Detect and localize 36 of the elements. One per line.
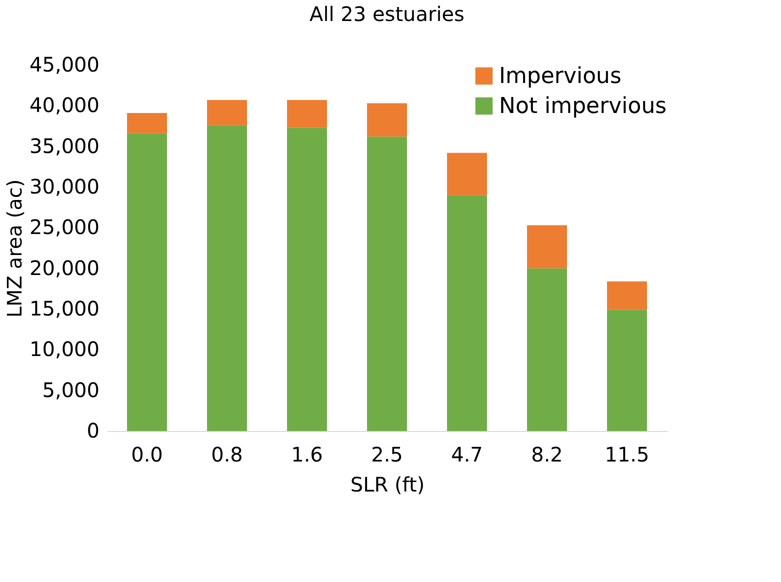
bar: [607, 281, 647, 310]
bar: [607, 310, 647, 431]
bar: [527, 225, 567, 268]
y-tick-label: 15,000: [30, 296, 100, 320]
y-tick-label: 5,000: [42, 378, 100, 402]
y-tick-label: 0: [86, 418, 100, 442]
y-axis-title: LMZ area (ac): [2, 179, 27, 318]
chart-title: All 23 estuaries: [310, 2, 464, 26]
legend-label: Not impervious: [499, 94, 667, 119]
x-tick-label: 2.5: [371, 442, 403, 466]
x-tick-label: 0.8: [211, 442, 243, 466]
x-tick-label: 1.6: [291, 442, 323, 466]
bar: [127, 133, 167, 431]
bar: [367, 136, 407, 431]
bar: [207, 125, 247, 431]
y-tick-label: 35,000: [30, 134, 100, 158]
y-tick-label: 45,000: [30, 52, 100, 76]
bar: [447, 152, 487, 196]
y-tick-label: 10,000: [30, 337, 100, 362]
x-tick-label: 8.2: [531, 442, 563, 466]
y-tick-label: 40,000: [30, 93, 100, 118]
bar: [127, 112, 167, 134]
bar: [207, 100, 247, 126]
y-tick-label: 25,000: [30, 215, 100, 240]
x-tick-label: 11.5: [604, 442, 650, 466]
y-tick-label: 20,000: [30, 256, 100, 280]
legend-label: Impervious: [499, 64, 622, 89]
y-tick-label: 30,000: [30, 174, 100, 198]
x-tick-label: 4.7: [451, 442, 483, 466]
bar: [287, 100, 327, 128]
bar: [287, 128, 327, 431]
bar: [527, 268, 567, 431]
bar: [447, 195, 487, 431]
x-axis-title: SLR (ft): [350, 472, 425, 496]
x-tick-label: 0.0: [131, 442, 163, 466]
bar: [367, 103, 407, 137]
